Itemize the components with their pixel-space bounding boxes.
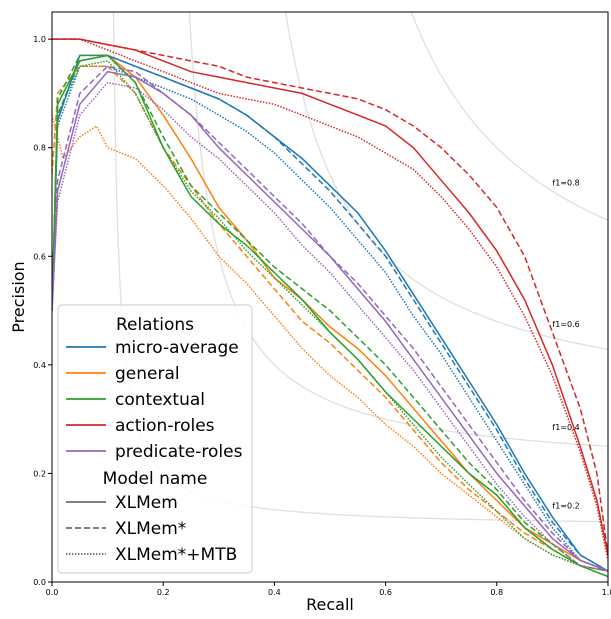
legend-entry-action-roles: action-roles [115, 416, 215, 436]
x-tick-label: 0.6 [379, 588, 392, 597]
y-tick-label: 0.2 [33, 469, 46, 478]
x-tick-label: 0.2 [157, 588, 170, 597]
x-axis-ticks: 0.0 0.2 0.4 0.6 0.8 1.0 [46, 582, 611, 597]
series-line [52, 65, 608, 572]
legend: Relations micro-average general contextual… [57, 304, 253, 574]
iso-f1-labels: f1=0.2 f1=0.4 f1=0.6 f1=0.8 [552, 179, 579, 511]
iso-f1-label: f1=0.6 [552, 320, 579, 329]
series-line [52, 38, 608, 561]
plot-frame [51, 11, 609, 583]
legend-entry-predicate-roles: predicate-roles [115, 442, 243, 462]
legend-entry-micro-average: micro-average [115, 338, 239, 358]
x-tick-label: 0.0 [46, 588, 59, 597]
iso-f1-curve [188, 12, 608, 447]
legend-style-XLMem: XLMem [115, 493, 178, 513]
series-line [52, 54, 608, 572]
y-tick-label: 1.0 [33, 35, 46, 44]
x-tick-label: 0.8 [490, 588, 503, 597]
series-line [52, 65, 608, 572]
legend-style-XLMem*+MTB: XLMem*+MTB [115, 545, 237, 565]
series-line [52, 54, 608, 572]
y-axis-ticks: 0.0 0.2 0.4 0.6 0.8 1.0 [33, 35, 52, 587]
series-line [52, 70, 608, 572]
series-lines [52, 38, 608, 578]
legend-entry-contextual: contextual [115, 390, 205, 410]
iso-f1-curve [410, 12, 608, 221]
iso-f1-label: f1=0.2 [552, 502, 579, 511]
legend-box [57, 304, 253, 574]
legend-model-title: Model name [103, 469, 208, 489]
series-line [52, 114, 608, 572]
series-line [52, 38, 608, 556]
y-tick-label: 0.8 [33, 144, 46, 153]
iso-f1-label: f1=0.4 [552, 423, 579, 432]
y-axis-label: Precision [9, 261, 28, 332]
legend-style-XLMem*: XLMem* [115, 519, 186, 539]
x-tick-label: 1.0 [602, 588, 611, 597]
iso-f1-curve [284, 12, 608, 350]
y-tick-label: 0.6 [33, 252, 46, 261]
iso-f1-label: f1=0.8 [552, 179, 579, 188]
series-line [52, 38, 608, 556]
y-tick-label: 0.4 [33, 361, 46, 370]
series-line [52, 65, 608, 572]
y-tick-label: 0.0 [33, 578, 46, 587]
legend-entry-general: general [115, 364, 180, 384]
x-tick-label: 0.4 [268, 588, 281, 597]
legend-relations-title: Relations [116, 315, 194, 335]
series-line [52, 81, 608, 572]
x-axis-label: Recall [306, 595, 354, 614]
